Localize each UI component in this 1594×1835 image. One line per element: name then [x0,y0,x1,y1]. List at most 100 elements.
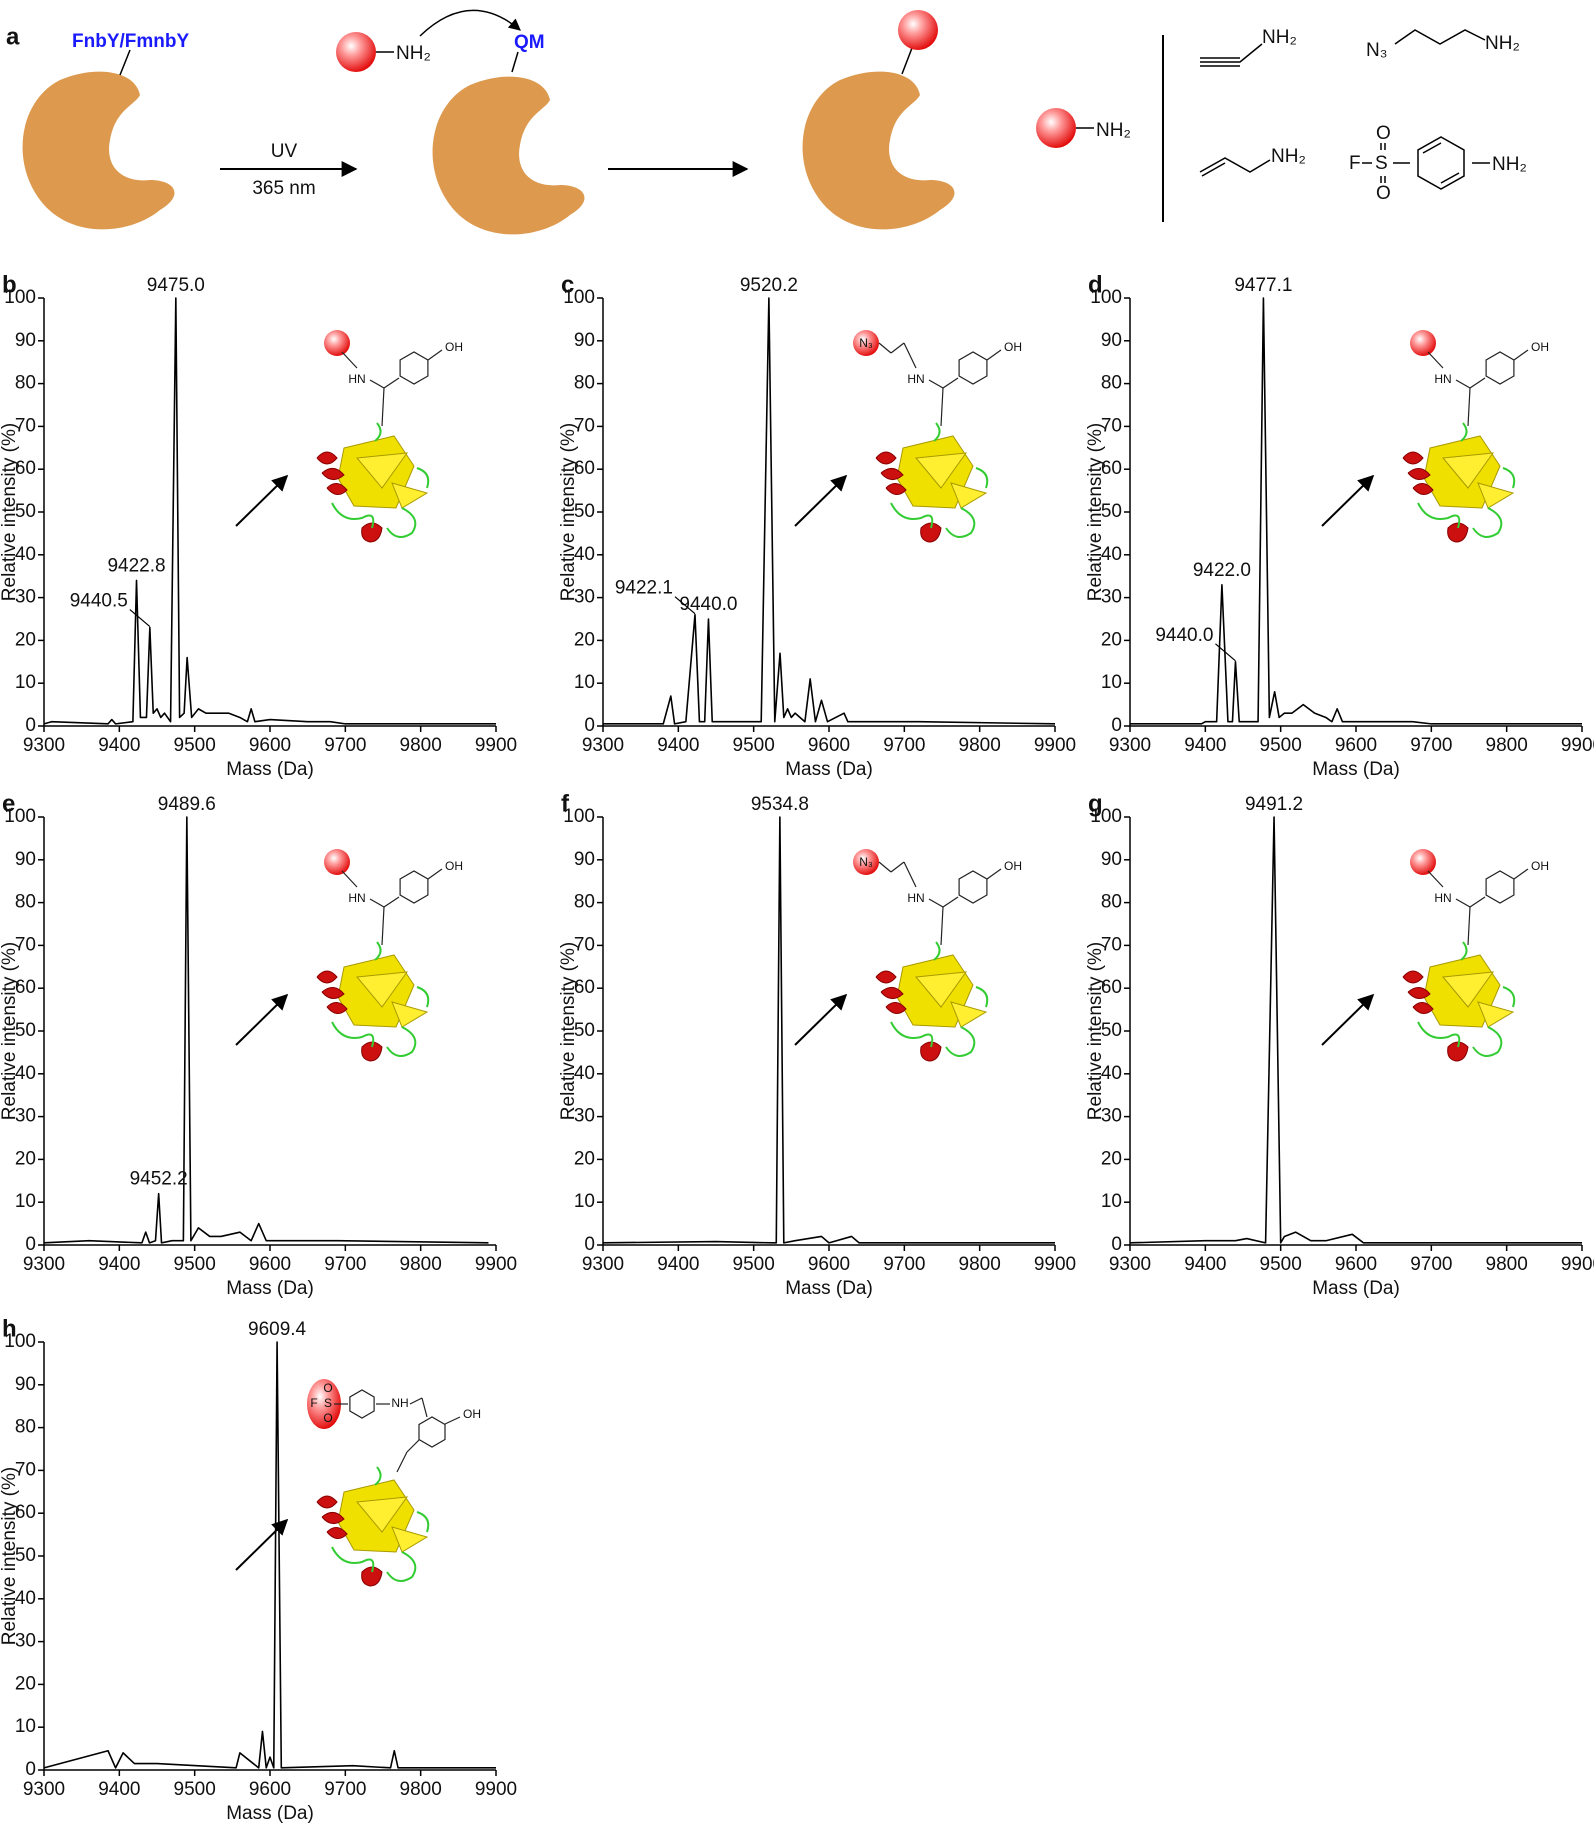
panel-label: h [2,1315,17,1342]
peak-label: 9475.0 [147,275,205,296]
inset: F SO O NH OH [235,1379,481,1587]
panel-label: c [561,271,574,298]
protein-helix [920,1041,942,1062]
y-tick-label: 50 [15,501,36,522]
x-tick-label: 9500 [174,1254,216,1275]
leader-line [1215,643,1236,662]
bond [427,868,443,880]
atom-label: HN [348,891,365,905]
bond [381,906,385,946]
x-tick-label: 9800 [400,1779,442,1800]
y-tick-label: 20 [15,1148,36,1169]
y-tick-label: 90 [15,1374,36,1395]
arrow [235,993,289,1046]
x-tick-label: 9900 [1034,1254,1076,1275]
x-axis-label: Mass (Da) [226,1803,314,1824]
x-tick-label: 9300 [23,1779,65,1800]
bond [369,379,385,389]
y-tick-label: 50 [15,1545,36,1566]
atom-label: S [1375,153,1388,174]
atom-label: OH [1531,859,1549,873]
y-tick-label: 90 [15,330,36,351]
peak-label: 9477.1 [1234,275,1292,296]
arrow [235,474,289,527]
y-tick-label: 50 [574,501,595,522]
y-tick-label: 60 [15,1502,36,1523]
x-tick-label: 9800 [400,735,442,756]
bond [1455,898,1471,908]
x-tick-label: 9300 [582,1254,624,1275]
peak-label: 9609.4 [248,1319,307,1340]
bond [1427,351,1444,369]
y-tick-label: 10 [1101,672,1122,693]
protein-strand [356,971,429,1028]
reagent-ball [336,32,376,72]
ring [1485,351,1515,385]
atom-label: OH [445,340,463,354]
reagent-ball [307,1379,341,1429]
atom-label: O [1376,183,1391,204]
y-tick-label: 80 [15,892,36,913]
y-tick-label: 80 [15,373,36,394]
y-tick-label: 10 [574,672,595,693]
x-tick-label: 9800 [959,735,1001,756]
peak-label: 9489.6 [158,794,216,815]
x-tick-label: 9500 [174,735,216,756]
y-tick-label: 100 [1090,806,1122,827]
bond [890,861,905,873]
bond [341,870,358,888]
y-tick-label: 0 [1111,1234,1122,1255]
protein-helix [361,1566,383,1587]
ring [1417,136,1465,190]
reagent-ball [1036,108,1076,148]
atom-label: N₃ [859,336,873,350]
bond [421,1397,428,1418]
protein-loop [331,941,430,1057]
x-tick-label: 9400 [1184,1254,1226,1275]
inset: N₃ HN OH [794,330,1022,543]
peak-label: 9491.2 [1245,794,1303,815]
protein-helix [920,522,942,543]
bond [369,898,385,908]
x-tick-label: 9400 [657,1254,699,1275]
peak-label: 9422.0 [1193,560,1251,581]
atom-label: OH [463,1407,481,1421]
arrow [794,993,848,1046]
protein-helix [316,1495,348,1539]
reagent-ball [898,10,938,50]
atom-label: OH [1004,859,1022,873]
y-tick-label: 50 [1101,501,1122,522]
x-tick-label: 9900 [1561,1254,1594,1275]
protein-helix [316,970,348,1014]
y-tick-label: 60 [574,977,595,998]
protein-helix [875,970,907,1014]
y-axis-label: Relative intensity (%) [1085,423,1106,601]
y-tick-label: 80 [574,373,595,394]
x-tick-label: 9700 [324,1254,366,1275]
ring [1422,142,1460,184]
ring [349,1389,375,1419]
x-axis-label: Mass (Da) [226,759,314,780]
y-tick-label: 80 [1101,892,1122,913]
bond [928,379,944,389]
y-tick-label: 30 [15,1106,36,1127]
panel-label: a [6,23,20,50]
panel-label: b [2,271,17,298]
amine-label: NH₂ [396,43,431,64]
y-tick-label: 80 [574,892,595,913]
bond [890,342,905,354]
y-tick-label: 0 [25,715,36,736]
atom-label: O [323,1411,332,1425]
atom-label: F [1349,153,1361,174]
x-tick-label: 9800 [959,1254,1001,1275]
x-tick-label: 9400 [657,735,699,756]
y-tick-label: 0 [1111,715,1122,736]
y-tick-label: 100 [4,806,36,827]
x-axis-label: Mass (Da) [226,1278,314,1299]
atom-label: HN [907,891,924,905]
protein-helix [361,522,383,543]
y-tick-label: 40 [15,1063,36,1084]
atom-label: HN [1434,372,1451,386]
x-axis-label: Mass (Da) [785,759,873,780]
